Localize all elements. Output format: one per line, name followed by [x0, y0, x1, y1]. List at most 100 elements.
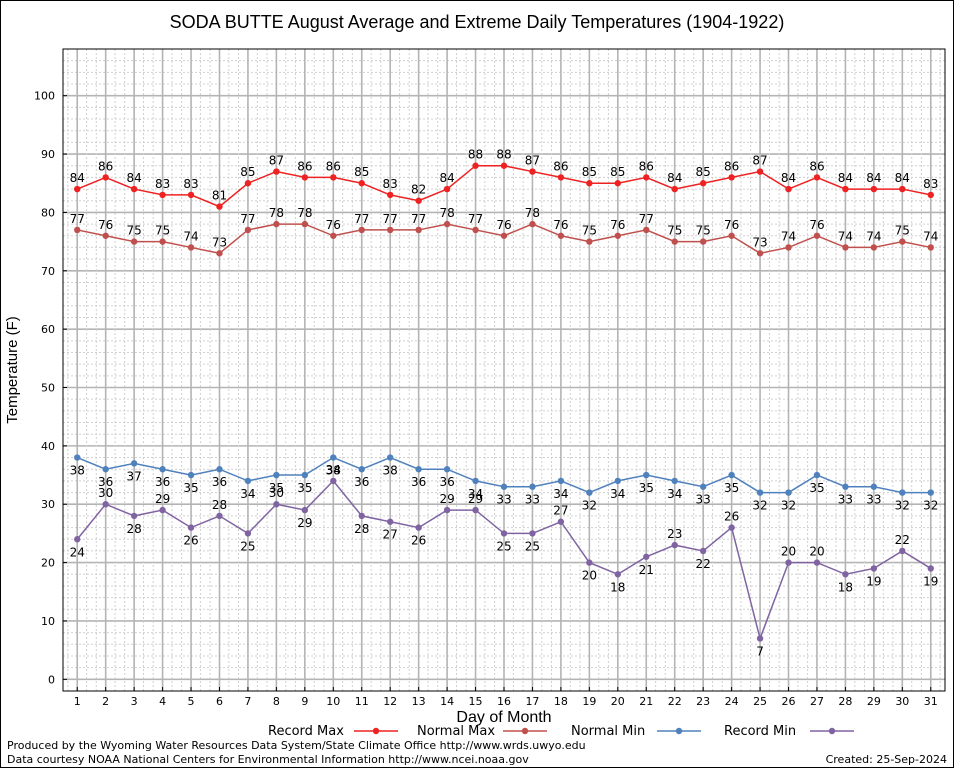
data-label: 38 — [70, 464, 85, 478]
data-point — [358, 466, 365, 473]
data-label: 75 — [126, 224, 141, 238]
data-point — [927, 191, 934, 199]
data-label: 83 — [383, 177, 398, 191]
data-point — [102, 466, 109, 473]
x-tick-label: 16 — [497, 695, 511, 708]
data-point — [74, 454, 81, 461]
legend-swatch-marker — [372, 727, 380, 735]
data-label: 83 — [183, 177, 198, 191]
x-tick-label: 6 — [216, 695, 223, 708]
data-label: 27 — [553, 504, 568, 518]
data-label: 34 — [667, 487, 682, 501]
data-point — [159, 191, 166, 199]
data-point — [472, 506, 479, 514]
data-point — [756, 489, 764, 496]
data-point — [671, 477, 678, 485]
data-label: 83 — [155, 177, 170, 191]
data-label: 75 — [155, 224, 170, 238]
x-tick-label: 8 — [273, 695, 280, 708]
data-point — [927, 565, 934, 572]
data-point — [671, 541, 678, 549]
data-point — [728, 174, 735, 181]
data-label: 18 — [838, 580, 853, 594]
data-point — [870, 483, 878, 490]
data-point — [273, 471, 280, 479]
data-label: 32 — [781, 499, 796, 513]
data-point — [130, 512, 138, 520]
data-point — [785, 489, 792, 496]
series-normal-min: 38 36 37 36 35 36 34 35 35 38 36 38 36 36 34 33 33 34 32 34… — [70, 454, 938, 513]
y-axis: 0 10 20 30 40 50 60 70 80 90 100 — [34, 90, 67, 686]
data-point — [643, 174, 650, 181]
data-point — [500, 530, 508, 537]
data-point — [785, 559, 792, 566]
data-label: 33 — [525, 493, 540, 507]
data-point — [529, 220, 536, 228]
data-point — [415, 524, 422, 531]
y-tick-label: 0 — [48, 673, 55, 686]
x-axis-label: Day of Month — [456, 709, 551, 726]
data-point — [273, 220, 280, 228]
data-label: 30 — [269, 486, 284, 500]
data-point — [842, 185, 849, 193]
data-label: 76 — [553, 218, 568, 232]
data-point — [273, 501, 280, 508]
data-label: 84 — [866, 171, 881, 185]
x-tick-label: 11 — [355, 695, 369, 708]
data-label: 26 — [724, 510, 739, 524]
data-point — [187, 191, 195, 199]
data-point — [301, 220, 309, 228]
data-label: 82 — [411, 183, 426, 197]
data-point — [415, 466, 422, 473]
data-label: 33 — [866, 493, 881, 507]
x-tick-label: 14 — [440, 695, 454, 708]
x-tick-label: 15 — [469, 695, 483, 708]
data-label: 84 — [781, 171, 796, 185]
y-axis-label: Temperature (F) — [4, 316, 21, 424]
data-point — [671, 185, 678, 193]
data-label: 75 — [696, 224, 711, 238]
data-point — [500, 483, 508, 490]
data-point — [899, 489, 906, 496]
data-point — [500, 232, 508, 239]
data-label: 85 — [696, 165, 711, 179]
data-point — [614, 477, 622, 485]
data-label: 77 — [411, 212, 426, 226]
data-point — [699, 547, 707, 555]
data-point — [216, 512, 223, 520]
data-point — [159, 238, 166, 245]
data-point — [671, 238, 678, 245]
data-point — [728, 471, 735, 479]
data-point — [699, 483, 707, 490]
data-label: 76 — [809, 218, 824, 232]
x-tick-label: 7 — [244, 695, 251, 708]
data-label: 28 — [126, 522, 141, 536]
data-label: 18 — [610, 580, 625, 594]
data-point — [358, 226, 365, 234]
x-tick-label: 17 — [525, 695, 539, 708]
data-label: 34 — [468, 487, 483, 501]
data-point — [927, 489, 934, 496]
data-point — [74, 536, 81, 543]
data-label: 86 — [98, 159, 113, 173]
data-label: 25 — [496, 539, 511, 553]
data-label: 74 — [781, 229, 796, 243]
data-point — [756, 250, 764, 257]
x-tick-label: 19 — [582, 695, 596, 708]
data-point — [529, 483, 536, 490]
data-label: 33 — [838, 493, 853, 507]
data-label: 77 — [639, 212, 654, 226]
data-point — [386, 191, 394, 199]
x-tick-label: 9 — [301, 695, 308, 708]
data-label: 25 — [240, 539, 255, 553]
data-point — [500, 162, 508, 169]
legend-swatch-marker — [521, 727, 529, 735]
data-point — [130, 185, 138, 193]
data-label: 73 — [752, 235, 767, 249]
legend-label: Normal Min — [571, 724, 645, 739]
x-tick-label: 29 — [867, 695, 881, 708]
data-label: 35 — [297, 481, 312, 495]
data-point — [728, 524, 735, 531]
data-label: 29 — [439, 492, 454, 506]
